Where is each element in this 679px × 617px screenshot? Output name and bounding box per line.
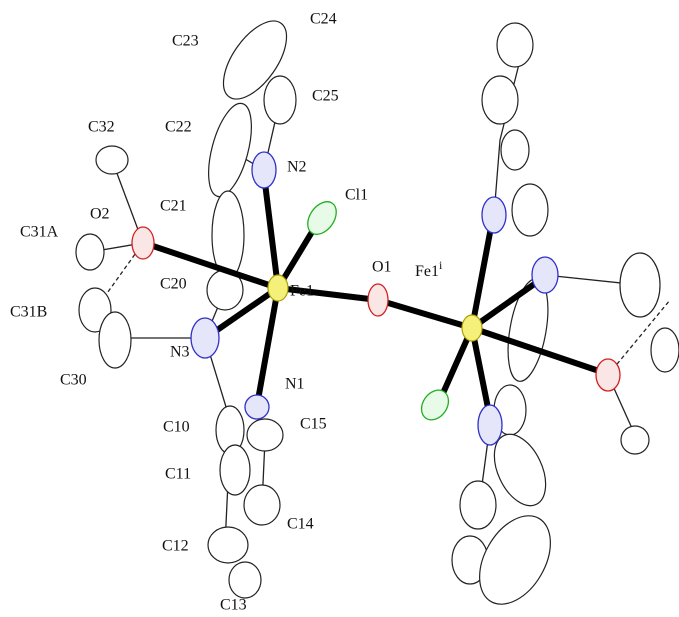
atom-label: C14 <box>287 516 314 533</box>
atom-label: C24 <box>310 11 337 28</box>
atom-label: C30 <box>60 372 87 389</box>
atom-label: C22 <box>165 119 192 136</box>
atom-label: C13 <box>220 597 247 614</box>
atom-label: Fe1 <box>290 283 314 300</box>
atom-label: C31B <box>10 304 47 321</box>
atom-label: C21 <box>160 198 187 215</box>
atom-label: C31A <box>20 224 59 241</box>
ortep-diagram: Fe1i C24C23C25C32C22N2Cl1C21O2C31AO1C20F… <box>0 0 679 617</box>
atom-label: Cl1 <box>345 187 368 204</box>
atom-label: C12 <box>162 538 189 555</box>
atom-label: N1 <box>285 376 305 393</box>
atom-label: C11 <box>165 466 191 483</box>
atom-label: N3 <box>170 344 190 361</box>
atom-label: O2 <box>90 206 110 223</box>
atom-label: O1 <box>372 259 392 276</box>
atom-label: C25 <box>312 88 339 105</box>
superscript: i <box>439 258 443 272</box>
atom-label: N2 <box>287 159 307 176</box>
atom-label: C20 <box>160 276 187 293</box>
symmetry-atom-label: Fe1i <box>415 258 443 280</box>
atom-label: C10 <box>163 419 190 436</box>
atom-label: C15 <box>300 416 327 433</box>
atom-label: C32 <box>88 119 115 136</box>
atom-label: Fe1 <box>415 263 439 280</box>
atom-label: C23 <box>172 33 199 50</box>
